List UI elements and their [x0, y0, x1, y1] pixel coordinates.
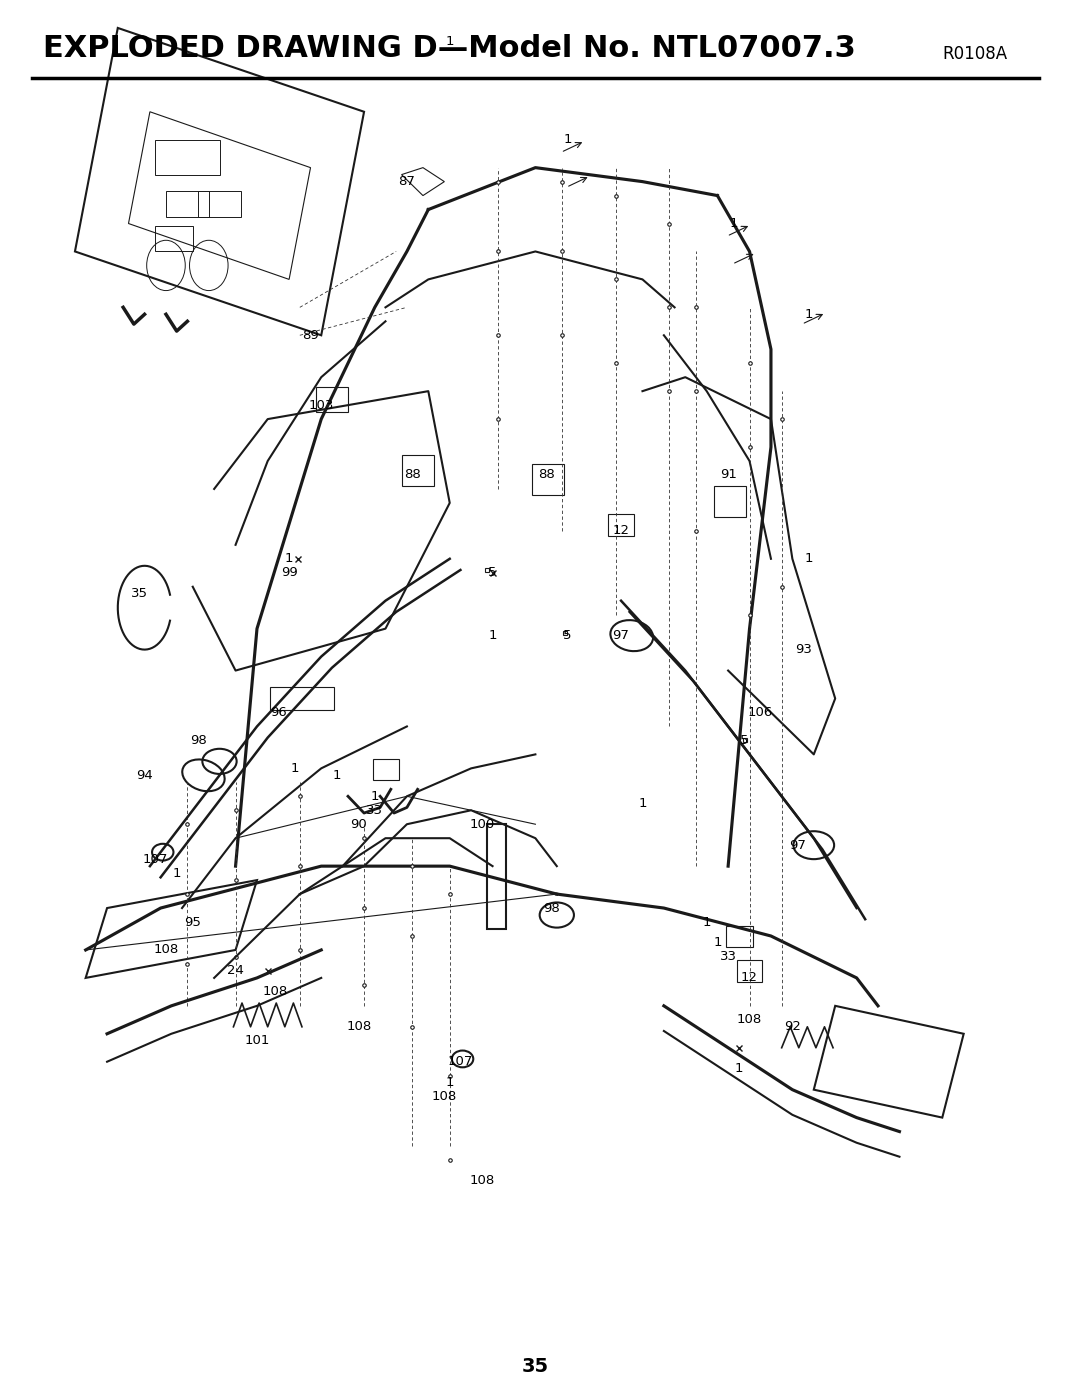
Text: 88: 88: [538, 468, 554, 482]
Text: 1: 1: [702, 915, 711, 929]
Text: 88: 88: [404, 468, 420, 482]
Text: 87: 87: [399, 175, 416, 189]
Text: 108: 108: [432, 1090, 457, 1104]
Text: 1: 1: [805, 552, 812, 566]
Text: R0108A: R0108A: [942, 45, 1008, 63]
Text: 98: 98: [190, 733, 206, 747]
Bar: [315, 387, 348, 412]
Text: 35: 35: [522, 1356, 549, 1376]
Text: 12: 12: [612, 524, 630, 538]
Bar: [532, 464, 564, 495]
Bar: [487, 824, 507, 929]
Text: 1: 1: [445, 1076, 454, 1090]
Bar: [726, 926, 753, 947]
Text: 103: 103: [309, 398, 334, 412]
Text: 89: 89: [302, 328, 319, 342]
Bar: [402, 455, 434, 486]
Text: 98: 98: [543, 901, 559, 915]
Text: 33: 33: [719, 950, 737, 964]
Bar: [737, 960, 762, 982]
Text: 100: 100: [469, 817, 495, 831]
Text: 35: 35: [131, 587, 148, 601]
Text: 1: 1: [285, 552, 294, 566]
Bar: [714, 486, 746, 517]
Text: 108: 108: [737, 1013, 762, 1027]
Text: EXPLODED DRAWING D—Model No. NTL07007.3: EXPLODED DRAWING D—Model No. NTL07007.3: [43, 34, 855, 63]
Text: 94: 94: [136, 768, 153, 782]
Text: 1: 1: [173, 866, 181, 880]
Text: 1: 1: [488, 629, 497, 643]
Text: 108: 108: [346, 1020, 372, 1034]
Text: 1: 1: [445, 35, 454, 49]
Text: 5: 5: [564, 629, 571, 643]
Text: 108: 108: [153, 943, 178, 957]
Text: 1: 1: [805, 307, 812, 321]
Bar: [608, 514, 634, 536]
Text: 101: 101: [244, 1034, 270, 1048]
Text: 95: 95: [185, 915, 201, 929]
Text: 5: 5: [740, 733, 748, 747]
Text: 12: 12: [741, 971, 758, 985]
Text: 99: 99: [281, 566, 297, 580]
Text: 1: 1: [729, 217, 738, 231]
Text: 1: 1: [291, 761, 299, 775]
Text: 1: 1: [564, 133, 571, 147]
Text: 108: 108: [262, 985, 287, 999]
Bar: [270, 687, 334, 710]
Text: 1: 1: [713, 936, 721, 950]
Text: 92: 92: [784, 1020, 800, 1034]
Text: 108: 108: [469, 1173, 495, 1187]
Text: 106: 106: [747, 705, 773, 719]
Text: 107: 107: [448, 1055, 473, 1069]
Text: 1: 1: [638, 796, 647, 810]
Text: 96: 96: [270, 705, 287, 719]
Text: 107: 107: [143, 852, 168, 866]
Text: 93: 93: [795, 643, 811, 657]
Text: 1: 1: [333, 768, 341, 782]
Text: 1: 1: [734, 1062, 743, 1076]
Text: 91: 91: [719, 468, 737, 482]
Bar: [373, 759, 400, 780]
Text: 1: 1: [370, 789, 379, 803]
Text: 97: 97: [789, 838, 806, 852]
Text: 5: 5: [488, 566, 497, 580]
Text: 97: 97: [612, 629, 630, 643]
Text: 33: 33: [366, 803, 383, 817]
Text: 24: 24: [227, 964, 244, 978]
Text: 90: 90: [350, 817, 367, 831]
